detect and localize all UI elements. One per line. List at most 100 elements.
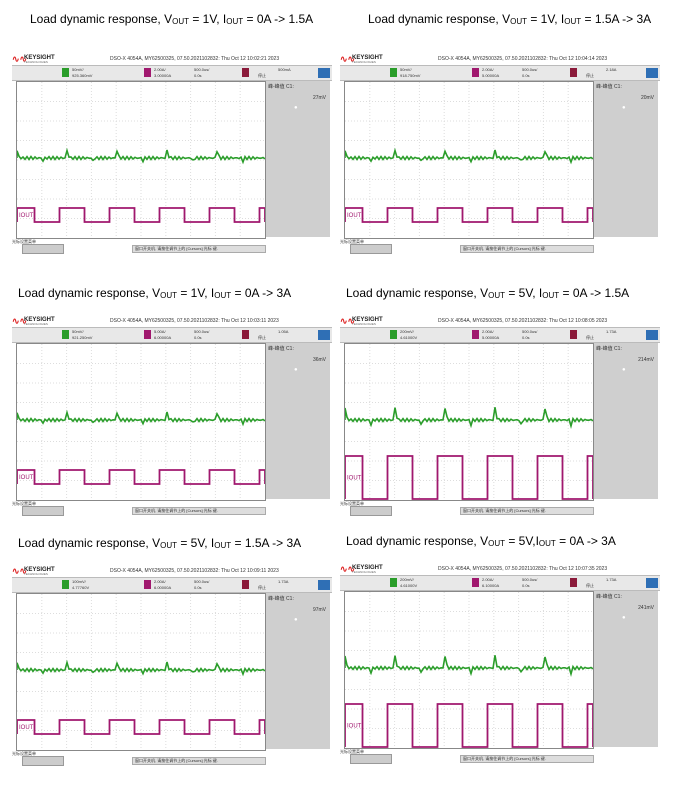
ch1-indicator [390,68,397,77]
channel-toolbar: 200mV/4.61000V 2.00A/6.10000A 500.0us/0.0s… [340,575,660,591]
ch1-indicator [390,578,397,587]
softkey-menu-title: 光标设置菜单 [12,751,36,756]
run-status-icon[interactable] [646,330,658,340]
channel-toolbar: 50mV/918.750mV 2.00A/5.00000A 500.0us/0.0s… [340,65,660,81]
waveform-grid: IOUT [16,81,266,239]
softkey-button[interactable] [350,506,392,516]
softkey-bar: 光标设置菜单窗口开关机, 请按住调节上的 [Cursors] 光标 键. [12,751,332,766]
run-status-icon[interactable] [318,330,330,340]
ch2-indicator [472,578,479,587]
brand-sub: TECHNOLOGIES [352,60,376,64]
model-time: DSO-X 4054A, MY62500325, 07.50.202110283… [110,318,279,324]
ch2-indicator [144,580,151,589]
status-message: 窗口开关机, 请按住调节上的 [Cursors] 光标 键. [460,245,594,253]
title-mid: = 1V, I [176,286,215,300]
brand-sub: TECHNOLOGIES [24,572,48,576]
measurement-panel: 峰-峰值 C1: 20mV ● [594,81,658,237]
scope-panel: Load dynamic response, VOUT = 1V, IOUT =… [12,8,340,258]
title-sub-vout: OUT [510,17,527,26]
ch2-offset: 6.10000A [482,583,500,588]
scope-header: ∿∿ KEYSIGHT TECHNOLOGIES DSO-X 4054A, MY625… [340,564,660,574]
waveform-display: IOUT [345,344,593,500]
title-sub-iout: OUT [214,291,232,300]
ch1-indicator [62,330,69,339]
measurement-value: 20mV [640,95,654,101]
waveform-display: IOUT [17,344,265,500]
title-prefix: Load dynamic response, V [18,286,161,300]
stop-label: 停止 [586,73,594,78]
ch1-offset: 925.360mV [72,73,93,78]
title-sub-vout: OUT [488,539,505,548]
title-suffix: = 0A -> 1.5A [559,286,630,300]
vout-trace [345,655,593,677]
softkey-button[interactable] [350,754,392,764]
ch1-indicator [390,330,397,339]
oscilloscope-screenshot: ∿∿ KEYSIGHT TECHNOLOGIES DSO-X 4054A, MY625… [340,54,660,254]
measurement-panel: 峰-峰值 C1: 214mV ● [594,343,658,499]
scope-header: ∿∿ KEYSIGHT TECHNOLOGIES DSO-X 4054A, MY625… [340,316,660,326]
status-message: 窗口开关机, 请按住调节上的 [Cursors] 光标 键. [132,757,266,765]
trigger-indicator [570,68,577,77]
title-mid: = 1V, I [188,12,227,26]
title-mid: = 5V,I [504,534,539,548]
ch2-offset: 6.00000A [154,335,172,340]
waveform-display: IOUT [345,82,593,238]
softkey-bar: 光标设置菜单 窗口开关机, 请按住调节上的 [Cursors] 光标 键. [340,239,660,254]
iout-label: IOUT [347,724,362,730]
iout-trace [345,207,593,223]
softkey-bar: 光标设置菜单 窗口开关机, 请按住调节上的 [Cursors] 光标 键. [12,239,332,254]
softkey-menu-title: 光标设置菜单 [340,749,364,754]
model-time: DSO-X 4054A, MY62500325, 07.50.202110283… [110,568,279,574]
trigger-level: 1.73A [278,579,289,584]
run-status-icon[interactable] [646,578,658,588]
title-mid: = 5V, I [176,536,215,550]
brand-name: KEYSIGHT [24,317,55,323]
iout-label: IOUT [19,213,34,219]
ch1-scale: 50mV/ [72,67,84,72]
timebase-delay: 0.0s [522,73,530,78]
softkey-button[interactable] [350,244,392,254]
brand-name: KEYSIGHT [352,55,383,61]
title-suffix: = 1.5A -> 3A [231,536,302,550]
stop-label: 停止 [586,335,594,340]
ch2-indicator [144,330,151,339]
ch2-scale: 2.00A/ [482,329,494,334]
scope-header: ∿∿ KEYSIGHT TECHNOLOGIES DSO-X 4054A, MY625… [12,566,332,576]
timebase-scale: 500.0us/ [194,579,210,584]
measurement-value: 36mV [312,357,326,363]
keysight-logo: ∿∿ KEYSIGHT TECHNOLOGIES [12,55,82,64]
run-status-icon[interactable] [646,68,658,78]
keysight-logo: ∿∿ KEYSIGHT TECHNOLOGIES [12,567,82,576]
measurement-label: 峰-峰值 C1: [268,596,294,602]
model-time: DSO-X 4054A, MY62500325, 07.50.202110283… [110,56,280,62]
waveform-display: IOUT [17,594,265,750]
status-message: 窗口开关机, 请按住调节上的 [Cursors] 光标 键. [132,245,266,253]
model-time: DSO-X 4054A, MY62500325, 07.50.202110283… [438,318,608,324]
brand-name: KEYSIGHT [352,317,383,323]
measurement-label: 峰-峰值 C1: [596,84,622,90]
title-suffix: = 0A -> 3A [555,534,616,548]
measurement-dot-icon: ● [294,617,298,623]
trigger-level: 1.05A [278,329,289,334]
title-prefix: Load dynamic response, V [30,12,173,26]
brand-sub: TECHNOLOGIES [24,60,48,64]
measurement-value: 97mV [312,607,326,613]
ch1-offset: 4.61000V [400,335,418,340]
stop-label: 停止 [258,585,266,590]
timebase-scale: 500.0us/ [522,67,538,72]
timebase-scale: 500.0us/ [194,329,210,334]
softkey-button[interactable] [22,506,64,516]
ch2-scale: 5.00A/ [154,329,166,334]
title-sub-iout: OUT [538,539,556,548]
ch2-offset: 5.00000A [482,335,500,340]
keysight-wave-icon: ∿∿ [12,566,28,576]
title-sub-iout: OUT [564,17,582,26]
run-status-icon[interactable] [318,580,330,590]
iout-label: IOUT [19,475,34,481]
trigger-indicator [242,68,249,77]
measurement-value: 27mV [312,95,326,101]
title-suffix: = 1.5A -> 3A [581,12,652,26]
softkey-button[interactable] [22,756,64,766]
run-status-icon[interactable] [318,68,330,78]
softkey-button[interactable] [22,244,64,254]
